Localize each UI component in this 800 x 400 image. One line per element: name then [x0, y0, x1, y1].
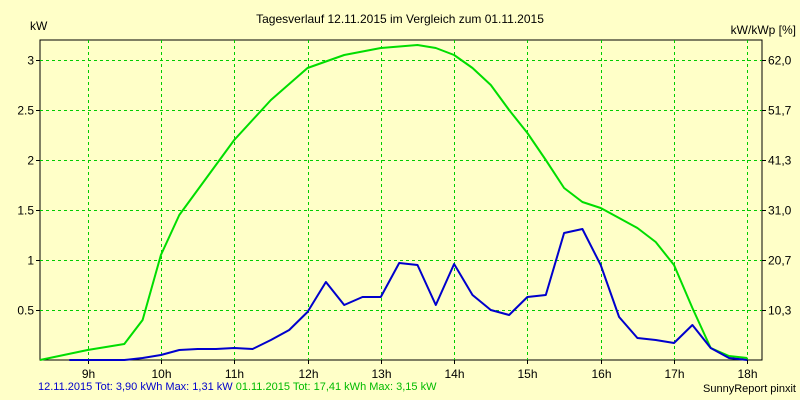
series-lines — [39, 44, 748, 361]
x-tick-label: 15h — [517, 367, 537, 381]
y-tick-label: 2.5 — [17, 104, 34, 118]
y2-tick-label: 20,7 — [768, 254, 792, 268]
series2-summary: 01.11.2015 Tot: 17,41 kWh Max: 3,15 kW — [235, 381, 437, 393]
y-tick-label: 1.5 — [17, 204, 34, 218]
y2-tick-label: 51,7 — [768, 104, 792, 118]
x-tick-label: 17h — [664, 367, 684, 381]
y-axis-label: kW — [30, 19, 48, 33]
x-tick-label: 12h — [298, 367, 318, 381]
x-tick-label: 10h — [151, 367, 171, 381]
chart-title: Tagesverlauf 12.11.2015 im Vergleich zum… — [256, 12, 544, 26]
series-line-01.11.2015 — [39, 44, 748, 361]
y2-tick-label: 31,0 — [768, 204, 792, 218]
x-tick-label: 16h — [591, 367, 611, 381]
x-tick-label: 9h — [82, 367, 95, 381]
footer-credit: SunnyReport pinxit — [703, 383, 796, 395]
plot-area — [39, 39, 763, 361]
y-tick-label: 0.5 — [17, 304, 34, 318]
tick-labels: 9h 10h 11h 12h 13h 14h 15h 16h 17h 18h 0.5 1 1.5 2 2.5… — [17, 54, 791, 382]
y-tick-label: 2 — [27, 154, 34, 168]
y-tick-label: 1 — [27, 254, 34, 268]
x-tick-label: 14h — [444, 367, 464, 381]
x-tick-label: 13h — [371, 367, 391, 381]
y-tick-label: 3 — [27, 54, 34, 68]
x-tick-label: 18h — [737, 367, 757, 381]
footer-summary: 12.11.2015 Tot: 3,90 kWh Max: 1,31 kW 01… — [38, 381, 436, 393]
y2-tick-label: 62,0 — [768, 54, 792, 68]
y2-tick-label: 10,3 — [768, 304, 792, 318]
series-line-12.11.2015 — [69, 228, 748, 361]
series1-summary: 12.11.2015 Tot: 3,90 kWh Max: 1,31 kW — [38, 381, 233, 393]
grid — [36, 40, 766, 364]
x-tick-label: 11h — [225, 367, 244, 381]
y2-tick-label: 41,3 — [768, 154, 792, 168]
y2-axis-label: kW/kWp [%] — [731, 23, 796, 37]
